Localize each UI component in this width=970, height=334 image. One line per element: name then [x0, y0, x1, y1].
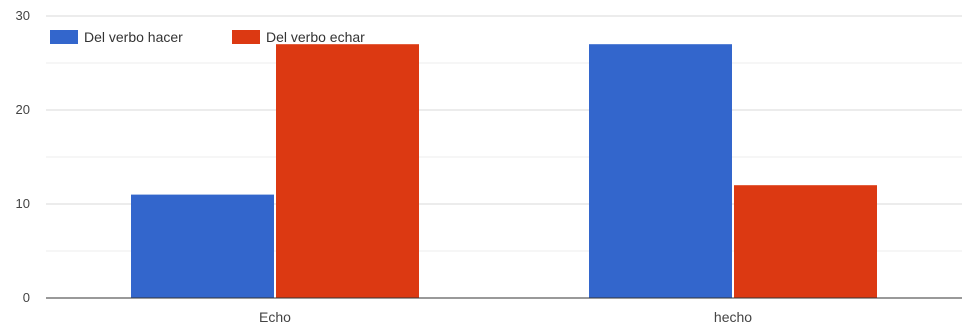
- y-tick-label: 20: [16, 102, 30, 117]
- bar-del-verbo-hacer-hecho: [589, 44, 732, 299]
- bars: [131, 44, 877, 299]
- x-tick-label: Echo: [259, 309, 291, 325]
- axes: 0 10 20 30 Echo hecho: [16, 8, 962, 325]
- x-tick-label: hecho: [714, 309, 752, 325]
- bar-del-verbo-echar-hecho: [734, 185, 877, 298]
- y-tick-label: 30: [16, 8, 30, 23]
- y-tick-label: 0: [23, 290, 30, 305]
- bar-del-verbo-echar-echo: [276, 44, 419, 299]
- legend-label: Del verbo hacer: [84, 29, 183, 45]
- legend: Del verbo hacer Del verbo echar: [50, 29, 365, 45]
- legend-swatch: [232, 30, 260, 44]
- bar-del-verbo-hacer-echo: [131, 194, 274, 298]
- legend-swatch: [50, 30, 78, 44]
- y-tick-label: 10: [16, 196, 30, 211]
- legend-label: Del verbo echar: [266, 29, 365, 45]
